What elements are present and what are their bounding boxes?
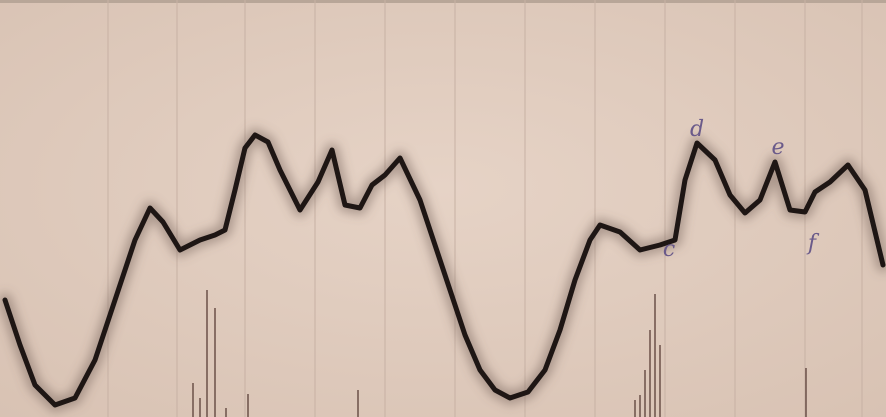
- paper-edge: [0, 0, 886, 3]
- page: {"annotations": ["d", "e", "c", "f"]} d …: [0, 0, 886, 417]
- annotation: d: [690, 117, 704, 142]
- annotation: c: [663, 237, 675, 262]
- tracing-photo: d e c f: [0, 0, 886, 417]
- annotation: e: [771, 135, 784, 160]
